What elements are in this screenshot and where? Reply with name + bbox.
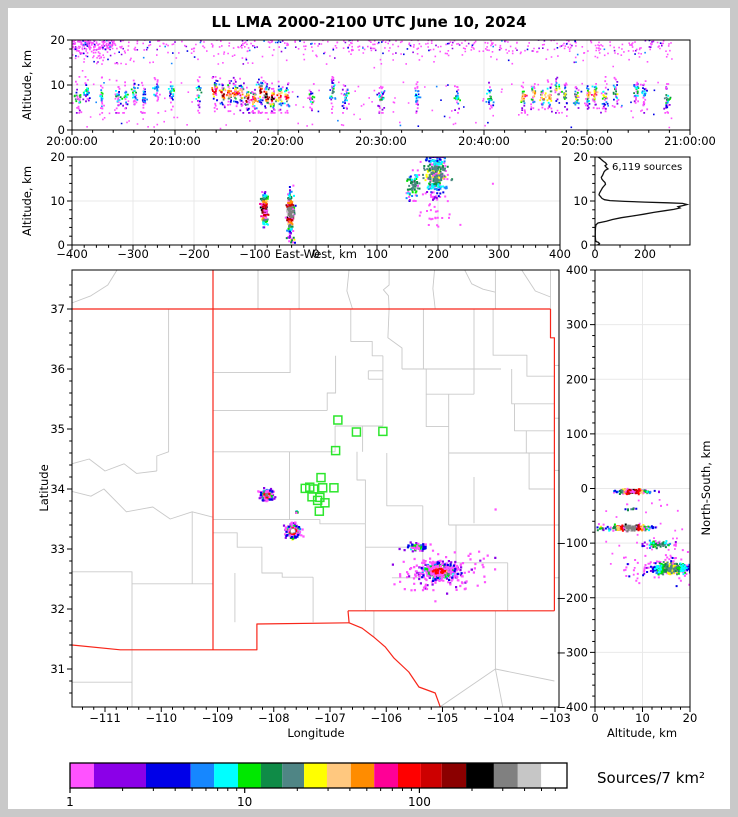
lma-station-icon [317,483,328,493]
svg-text:300: 300 [488,247,510,261]
map-xlabel: Longitude [287,726,345,740]
svg-text:10: 10 [237,795,252,809]
svg-text:36: 36 [50,362,65,376]
svg-text:200: 200 [566,372,588,386]
figure-title: LL LMA 2000-2100 UTC June 10, 2024 [211,13,527,31]
ew-height-points [259,157,494,244]
ns-panel-xlabel: Altitude, km [606,726,678,740]
svg-text:−111: −111 [89,711,121,725]
lma-station-icon [314,506,325,516]
axes: 20:00:00 20:10:00 20:20:00 20:30:00 20:40:00… [46,33,716,809]
lma-station-icon [329,483,339,493]
svg-text:37: 37 [50,302,65,316]
svg-text:10: 10 [635,711,650,725]
lma-station-icon [333,415,343,425]
svg-text:33: 33 [50,542,65,556]
lma-station-icon [320,498,330,508]
figure-canvas [8,8,730,809]
svg-text:−400: −400 [56,247,88,261]
lma-station-icon [330,445,341,456]
source-count-annotation: 6,119 sources [612,162,683,173]
svg-text:−200: −200 [178,247,210,261]
svg-text:0: 0 [312,247,319,261]
svg-text:0: 0 [58,123,65,137]
svg-text:20:30:00: 20:30:00 [355,134,407,148]
svg-text:−100: −100 [239,247,271,261]
svg-text:0: 0 [581,482,588,496]
svg-text:200: 200 [427,247,449,261]
svg-text:20:00:00: 20:00:00 [46,134,98,148]
lma-station-icon [315,492,325,503]
svg-text:−200: −200 [556,591,588,605]
svg-text:10: 10 [50,194,65,208]
svg-text:−107: −107 [314,711,346,725]
svg-text:−109: −109 [202,711,234,725]
svg-text:−103: −103 [539,711,571,725]
svg-text:21:00:00: 21:00:00 [664,134,716,148]
svg-text:−300: −300 [117,247,149,261]
ew-panel-xlabel: East-West, km [275,247,357,261]
svg-text:300: 300 [566,318,588,332]
svg-text:20:20:00: 20:20:00 [252,134,304,148]
svg-text:0: 0 [581,238,588,252]
svg-text:−110: −110 [145,711,177,725]
svg-text:−400: −400 [556,700,588,714]
svg-text:20: 20 [573,150,588,164]
svg-text:400: 400 [549,247,571,261]
lma-station-icon [378,426,388,437]
colorbar [69,762,568,793]
svg-text:20: 20 [50,33,65,47]
svg-text:−105: −105 [427,711,459,725]
svg-text:31: 31 [50,662,65,676]
svg-text:20:50:00: 20:50:00 [561,134,613,148]
colorbar-label: Sources/7 km² [597,769,706,787]
svg-text:−106: −106 [370,711,402,725]
lma-station-markers [300,415,388,516]
svg-text:0: 0 [58,238,65,252]
ns-height-points [596,487,690,588]
svg-text:20:40:00: 20:40:00 [458,134,510,148]
svg-text:20: 20 [683,711,698,725]
svg-text:−300: −300 [556,645,588,659]
svg-text:0: 0 [591,247,598,261]
svg-text:−108: −108 [258,711,290,725]
svg-text:100: 100 [566,427,588,441]
svg-text:−100: −100 [556,536,588,550]
svg-text:400: 400 [566,263,588,277]
svg-text:10: 10 [573,194,588,208]
svg-text:100: 100 [408,795,431,809]
svg-text:10: 10 [50,78,65,92]
svg-text:32: 32 [50,602,65,616]
map-points [257,487,497,603]
svg-text:20:10:00: 20:10:00 [149,134,201,148]
altitude-histogram-curve [594,156,690,246]
svg-text:20: 20 [50,150,65,164]
svg-text:34: 34 [50,482,65,496]
svg-text:100: 100 [366,247,388,261]
lma-station-icon [316,472,326,483]
svg-text:35: 35 [50,422,65,436]
map-borders [72,270,559,707]
svg-text:200: 200 [634,247,656,261]
time-height-points [72,40,673,130]
svg-text:−104: −104 [483,711,515,725]
svg-text:0: 0 [591,711,598,725]
lma-station-icon [351,427,362,437]
svg-text:1: 1 [66,795,74,809]
